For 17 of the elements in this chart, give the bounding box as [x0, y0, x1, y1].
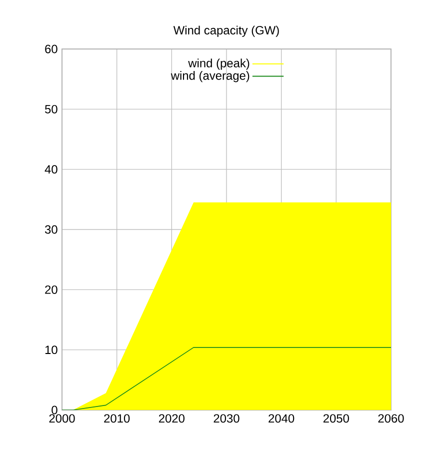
legend-label: wind (average) — [170, 71, 250, 82]
x-tick-label: 2060 — [378, 414, 404, 423]
legend-label: wind (peak) — [188, 58, 250, 70]
y-tick-label: 60 — [45, 44, 58, 54]
x-tick-label: 2020 — [158, 414, 184, 423]
x-tick-label: 2010 — [104, 414, 130, 423]
chart-title: Wind capacity (GW) — [173, 26, 279, 37]
y-tick-label: 10 — [45, 346, 58, 354]
x-tick-label: 2040 — [268, 414, 294, 423]
y-tick-label: 30 — [44, 225, 58, 234]
y-tick-label: 50 — [45, 104, 58, 114]
x-tick-label: 2050 — [323, 414, 349, 423]
y-tick-label: 40 — [44, 165, 58, 174]
x-tick-label: 2030 — [214, 414, 240, 423]
y-tick-label: 0 — [52, 406, 58, 414]
y-tick-label: 20 — [45, 285, 58, 294]
x-tick-label: 2000 — [49, 414, 75, 423]
